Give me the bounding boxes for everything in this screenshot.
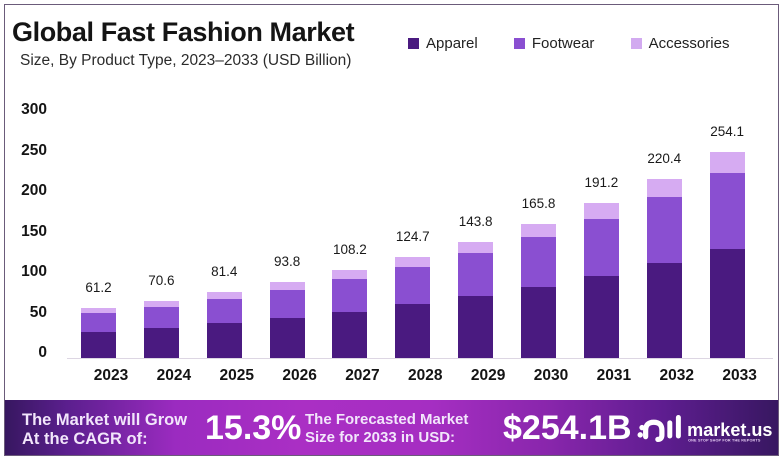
svg-text:market.us: market.us <box>687 420 772 440</box>
svg-text:ONE STOP SHOP FOR THE REPORTS: ONE STOP SHOP FOR THE REPORTS <box>688 439 761 443</box>
